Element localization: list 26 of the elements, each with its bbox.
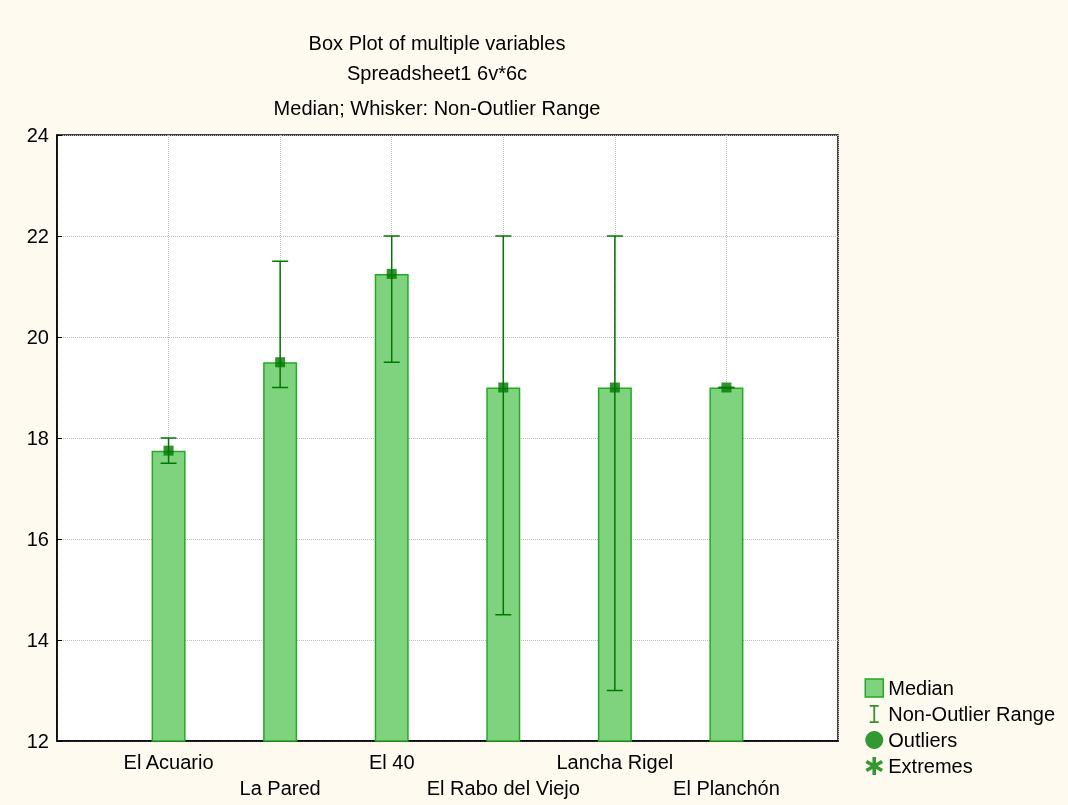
x-tick-label: El Rabo del Viejo — [426, 777, 580, 799]
legend-label: Outliers — [888, 729, 958, 751]
point — [609, 382, 620, 393]
y-tick-label: 16 — [26, 528, 49, 550]
point — [163, 445, 174, 456]
point — [275, 357, 286, 368]
x-tick-label: Lancha Rigel — [556, 751, 674, 773]
y-tick-label: 22 — [26, 225, 49, 247]
point — [386, 268, 397, 279]
y-tick-label: 24 — [26, 124, 49, 146]
point — [721, 382, 732, 393]
y-tick-label: 14 — [26, 629, 49, 651]
point — [498, 382, 509, 393]
x-tick-label: La Pared — [239, 777, 321, 799]
chart-subtitle: Spreadsheet1 6v*6c — [346, 62, 528, 84]
legend-label: Median — [888, 677, 954, 699]
chart-title: Box Plot of multiple variables — [308, 32, 566, 54]
y-tick-label: 18 — [26, 427, 49, 449]
legend-label: Extremes — [888, 755, 973, 777]
x-tick-label: El Planchón — [673, 777, 780, 799]
legend-label: Non-Outlier Range — [888, 703, 1055, 725]
x-tick-label: El Acuario — [123, 751, 214, 773]
y-tick-label: 12 — [26, 730, 49, 752]
x-tick-label: El 40 — [368, 751, 415, 773]
y-tick-label: 20 — [26, 326, 49, 348]
text: Median; Whisker: Non-Outlier Range — [273, 97, 601, 119]
